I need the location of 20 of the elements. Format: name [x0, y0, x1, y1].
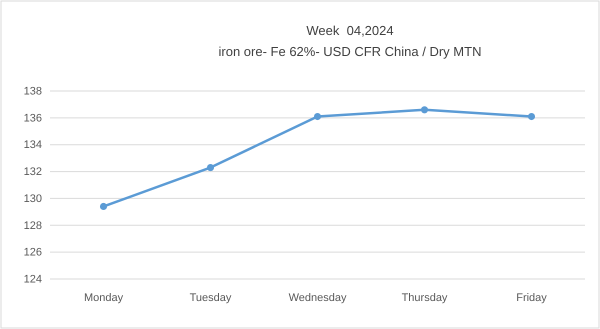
x-tick-label: Monday [84, 292, 124, 304]
point [206, 164, 214, 172]
y-tick-label: 136 [24, 112, 42, 124]
x-tick-label: Thursday [402, 292, 448, 304]
chart-subtitle: iron ore- Fe 62%- USD CFR China / Dry MTN [218, 44, 482, 59]
y-tick-label: 134 [24, 139, 42, 152]
y-tick-label: 130 [24, 192, 42, 205]
point [420, 106, 428, 114]
point [528, 112, 536, 120]
chart-title: Week 04,2024 [306, 23, 394, 38]
y-tick-label: 124 [24, 274, 42, 286]
point [314, 112, 322, 120]
y-tick-label: 138 [24, 86, 42, 98]
x-tick-label: Wednesday [288, 292, 347, 304]
y-tick-label: 126 [24, 246, 42, 259]
point [100, 202, 108, 210]
x-tick-label: Tuesday [190, 292, 232, 304]
y-tick-label: 128 [24, 220, 42, 232]
x-tick-label: Friday [516, 292, 548, 304]
y-tick-label: 132 [24, 166, 42, 178]
